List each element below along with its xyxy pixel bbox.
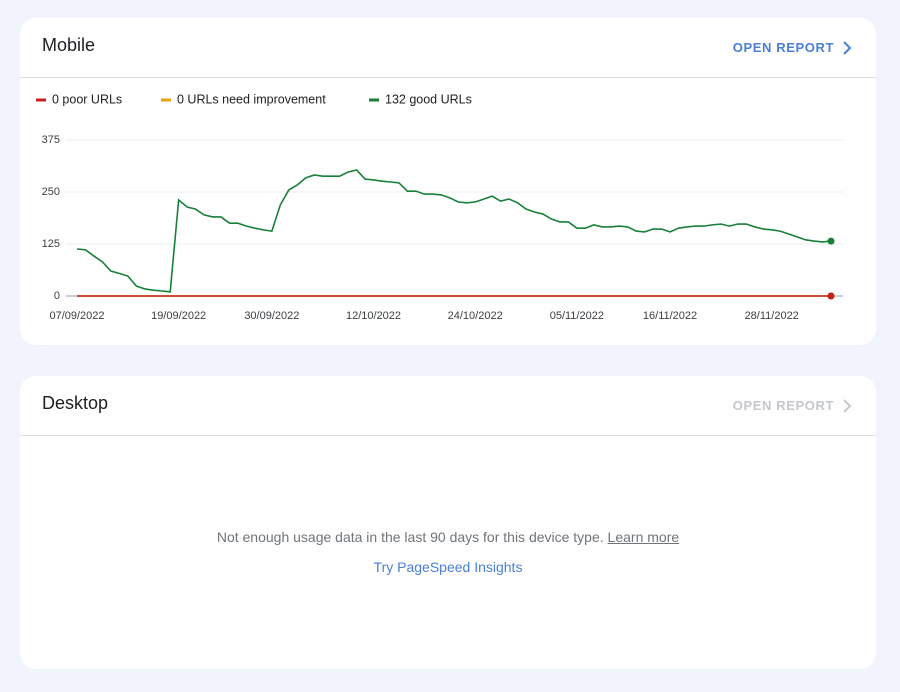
- legend-label: 0 poor URLs: [52, 92, 122, 106]
- card-title: Mobile: [42, 35, 96, 55]
- pagespeed-link[interactable]: Try PageSpeed Insights: [373, 559, 523, 575]
- y-tick-label: 0: [54, 290, 60, 302]
- legend-label: 132 good URLs: [385, 92, 472, 106]
- y-tick-label: 125: [42, 238, 60, 250]
- pagespeed-row: Try PageSpeed Insights: [20, 559, 876, 575]
- end-dot: [827, 292, 835, 300]
- x-tick-label: 19/09/2022: [151, 310, 206, 322]
- message-text: Not enough usage data in the last 90 day…: [216, 529, 604, 545]
- y-tick-label: 375: [42, 134, 60, 146]
- card-header: Desktop OPEN REPORT: [20, 376, 876, 436]
- y-tick-label: 250: [42, 186, 60, 198]
- chevron-icon: [843, 399, 852, 413]
- x-tick-label: 28/11/2022: [745, 310, 799, 322]
- chart: 0 poor URLs 0 URLs need improvement 132 go…: [36, 92, 843, 322]
- x-tick-label: 07/09/2022: [49, 310, 104, 322]
- card-title: Desktop: [42, 393, 109, 413]
- desktop-card: Desktop OPEN REPORT Not enough usage dat…: [20, 376, 876, 669]
- card-header: Mobile OPEN REPORT: [20, 18, 876, 78]
- x-tick-label: 16/11/2022: [643, 310, 697, 322]
- x-tick-label: 12/10/2022: [346, 310, 401, 322]
- x-tick-label: 05/11/2022: [550, 310, 604, 322]
- chevron-icon: [843, 41, 852, 55]
- end-dot: [827, 237, 835, 245]
- x-tick-label: 30/09/2022: [244, 310, 299, 322]
- open-report-button[interactable]: OPEN REPORT: [732, 398, 834, 413]
- mobile-card: Mobile OPEN REPORT 0 poor URLs 0 URLs nee…: [20, 18, 876, 345]
- empty-message: Not enough usage data in the last 90 day…: [20, 529, 876, 545]
- series-line: [76, 169, 832, 293]
- x-tick-label: 24/10/2022: [448, 310, 503, 322]
- legend-label: 0 URLs need improvement: [177, 92, 326, 106]
- learn-more-link[interactable]: Learn more: [607, 529, 680, 545]
- open-report-button[interactable]: OPEN REPORT: [732, 40, 834, 55]
